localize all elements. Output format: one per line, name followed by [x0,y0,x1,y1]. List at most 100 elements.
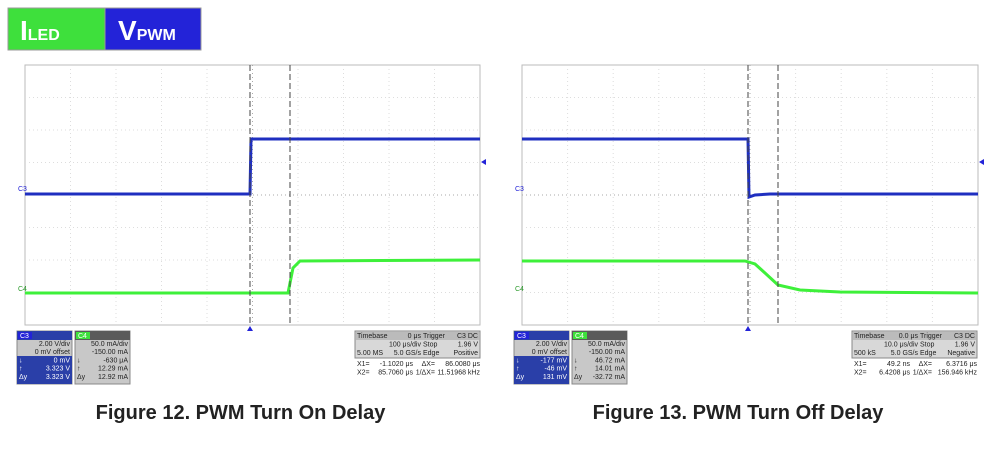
cursor-label: ΔX= [422,361,435,368]
channel-label-box [18,332,32,339]
cursor-label: 1/ΔX= [913,369,932,376]
readout-symbol: Δy [19,374,28,381]
legend-main: V [118,15,137,46]
timebase-value: 5.0 GS/s [394,350,422,357]
channel-panel-header [572,331,627,340]
timebase-label: Timebase [854,333,885,340]
readout-value: 0 mV offset [532,349,567,356]
channel-label-box [573,332,587,339]
readout-symbol: Δy [574,374,583,381]
iled-trace [522,259,979,295]
readout-symbol: ↑ [77,366,81,373]
timebase-header [853,332,919,340]
timebase-value: 100 μs/div [389,341,422,348]
readout-value: -177 mV [541,357,568,364]
readout-value: 2.00 V/div [39,341,71,348]
channel-label-box [515,332,529,339]
timebase-value: C3 DC [457,333,478,340]
channel-panel-lower [514,356,569,384]
channel-tag: C3 [515,186,524,193]
cursor-value: 6.3716 μs [946,361,977,368]
legend-box-vpwm [104,7,202,51]
timebase-value: Negative [947,350,975,357]
timebase-label: Trigger [423,333,446,340]
channel-panel-header [514,331,569,340]
cursor-value: 85.7060 μs [378,369,413,376]
channel-panel-header [17,331,72,340]
readout-symbol: ↑ [516,366,520,373]
readout-symbol: Δy [77,374,86,381]
trigger-marker [247,326,253,331]
channel-label: C3 [517,333,526,340]
legend-main: I [20,15,28,46]
timebase-header [422,332,479,340]
timebase-label: 500 kS [854,350,876,357]
cursor-value: 49.2 ns [887,361,910,368]
readout-symbol: ↑ [19,366,23,373]
readout-symbol: ↓ [77,357,81,364]
timebase-value: C3 DC [954,333,975,340]
cursor-value: 11.51968 kHz [437,369,480,376]
cursor-label: X1= [854,361,867,368]
trigger-marker [745,326,751,331]
cursor-label: X2= [854,369,867,376]
readout-value: 12.29 mA [98,366,128,373]
readout-value: 50.0 mA/div [588,341,625,348]
readout-value: 50.0 mA/div [91,341,128,348]
legend-sub: LED [28,27,60,44]
readout-symbol: Δy [516,374,525,381]
readout-value: -630 μA [103,357,128,364]
channel-label: C4 [78,333,87,340]
readout-value: -150.00 mA [589,349,626,356]
timebase-label: 5.00 MS [357,350,383,357]
timebase-header [919,332,976,340]
cursor-value: 6.4208 μs [879,369,910,376]
timebase-value: 0 μs [408,333,422,340]
readout-value: 2.00 V/div [536,341,568,348]
cursor-value: 156.946 kHz [938,369,978,376]
channel-label-box [76,332,90,339]
legend-label: VPWM [118,15,176,46]
vpwm-trace [522,137,978,200]
timebase-header [356,332,422,340]
readout-value: -150.00 mA [92,349,129,356]
channel-tag: C4 [515,286,524,293]
readout-value: 0 mV offset [35,349,70,356]
figure-caption: Figure 13. PWM Turn Off Delay [593,402,885,424]
timebase-value: 0.0 μs [899,333,919,340]
channel-panel-header [75,331,130,340]
readout-value: 131 mV [543,374,567,381]
timebase-label: Stop [920,341,935,348]
channel-label: C4 [575,333,584,340]
timebase-value: 5.0 GS/s [891,350,919,357]
readout-value: 3.323 V [46,374,70,381]
readout-value: -32.72 mA [593,374,626,381]
readout-value: 3.323 V [46,366,70,373]
channel-label: C3 [20,333,29,340]
cursor-label: ΔX= [919,361,932,368]
readout-value: 0 mV [54,357,71,364]
level-marker [481,159,486,165]
cursor-value: 86.0080 μs [445,361,480,368]
timebase-label: Timebase [357,333,388,340]
timebase-value: 10.0 μs/div [884,341,918,348]
readout-symbol: ↓ [516,357,520,364]
legend-label: ILED [20,15,60,46]
cursor-label: X2= [357,369,370,376]
timebase-label: Edge [423,350,439,357]
legend-box-iled [7,7,106,51]
cursor-label: X1= [357,361,370,368]
timebase-value: 1.96 V [955,341,976,348]
timebase-label: Trigger [920,333,943,340]
figure-caption: Figure 12. PWM Turn On Delay [96,402,387,424]
readout-value: -46 mV [544,366,567,373]
channel-panel-lower [17,356,72,384]
readout-symbol: ↓ [574,357,578,364]
cursor-value: -1.1020 μs [380,361,414,368]
readout-symbol: ↓ [19,357,23,364]
readout-symbol: ↑ [574,366,578,373]
timebase-label: Edge [920,350,936,357]
readout-value: 46.72 mA [595,357,625,364]
